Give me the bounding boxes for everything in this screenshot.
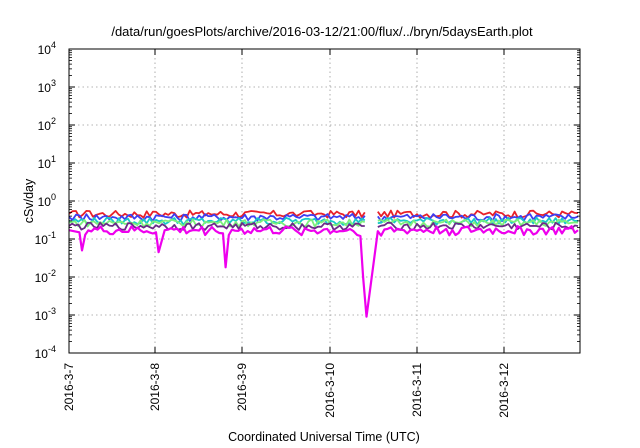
x-tick-label: 2016-3-9 — [235, 363, 249, 411]
y-tick-label: 10-4 — [35, 344, 56, 361]
x-tick-label: 2016-3-7 — [62, 363, 76, 411]
y-tick-label: 101 — [38, 154, 56, 171]
y-axis-label: cSv/day — [22, 178, 36, 223]
y-tick-exponent: 0 — [51, 192, 56, 202]
series-line — [68, 209, 579, 219]
x-tick-label: 2016-3-11 — [410, 363, 424, 417]
y-tick-base: 10 — [38, 119, 52, 133]
y-tick-base: 10 — [38, 157, 52, 171]
series-line — [68, 225, 579, 318]
y-tick-label: 10-3 — [35, 306, 56, 323]
y-tick-base: 10 — [35, 233, 49, 247]
y-tick-exponent: -4 — [48, 344, 56, 354]
y-tick-exponent: -2 — [48, 268, 56, 278]
y-tick-label: 104 — [38, 40, 56, 57]
y-tick-base: 10 — [38, 195, 52, 209]
y-tick-exponent: 4 — [51, 40, 56, 50]
y-tick-base: 10 — [38, 81, 52, 95]
y-tick-base: 10 — [35, 347, 49, 361]
series-line — [68, 218, 579, 228]
y-tick-exponent: 2 — [51, 116, 56, 126]
x-tick-label: 2016-3-8 — [148, 363, 162, 411]
series-line — [68, 213, 579, 222]
y-tick-label: 102 — [38, 116, 56, 133]
y-tick-label: 10-2 — [35, 268, 56, 285]
y-tick-label: 10-1 — [35, 230, 56, 247]
x-axis: 2016-3-7 2016-3-8 2016-3-9 2016-3-10 2016-3-… — [62, 49, 511, 418]
y-tick-exponent: 3 — [51, 78, 56, 88]
y-tick-exponent: 1 — [51, 154, 56, 164]
y-tick-exponent: -3 — [48, 306, 56, 316]
y-tick-label: 100 — [38, 192, 56, 209]
y-tick-base: 10 — [35, 309, 49, 323]
y-tick-base: 10 — [35, 271, 49, 285]
x-axis-label: Coordinated Universal Time (UTC) — [228, 430, 420, 444]
chart-title: /data/run/goesPlots/archive/2016-03-12/2… — [111, 24, 533, 39]
y-tick-exponent: -1 — [48, 230, 56, 240]
x-tick-label: 2016-3-12 — [497, 363, 511, 418]
grid-lines — [68, 48, 580, 354]
x-tick-label: 2016-3-10 — [323, 363, 337, 418]
y-tick-base: 10 — [38, 43, 52, 57]
y-tick-label: 103 — [38, 78, 56, 95]
series-layer — [68, 209, 579, 318]
